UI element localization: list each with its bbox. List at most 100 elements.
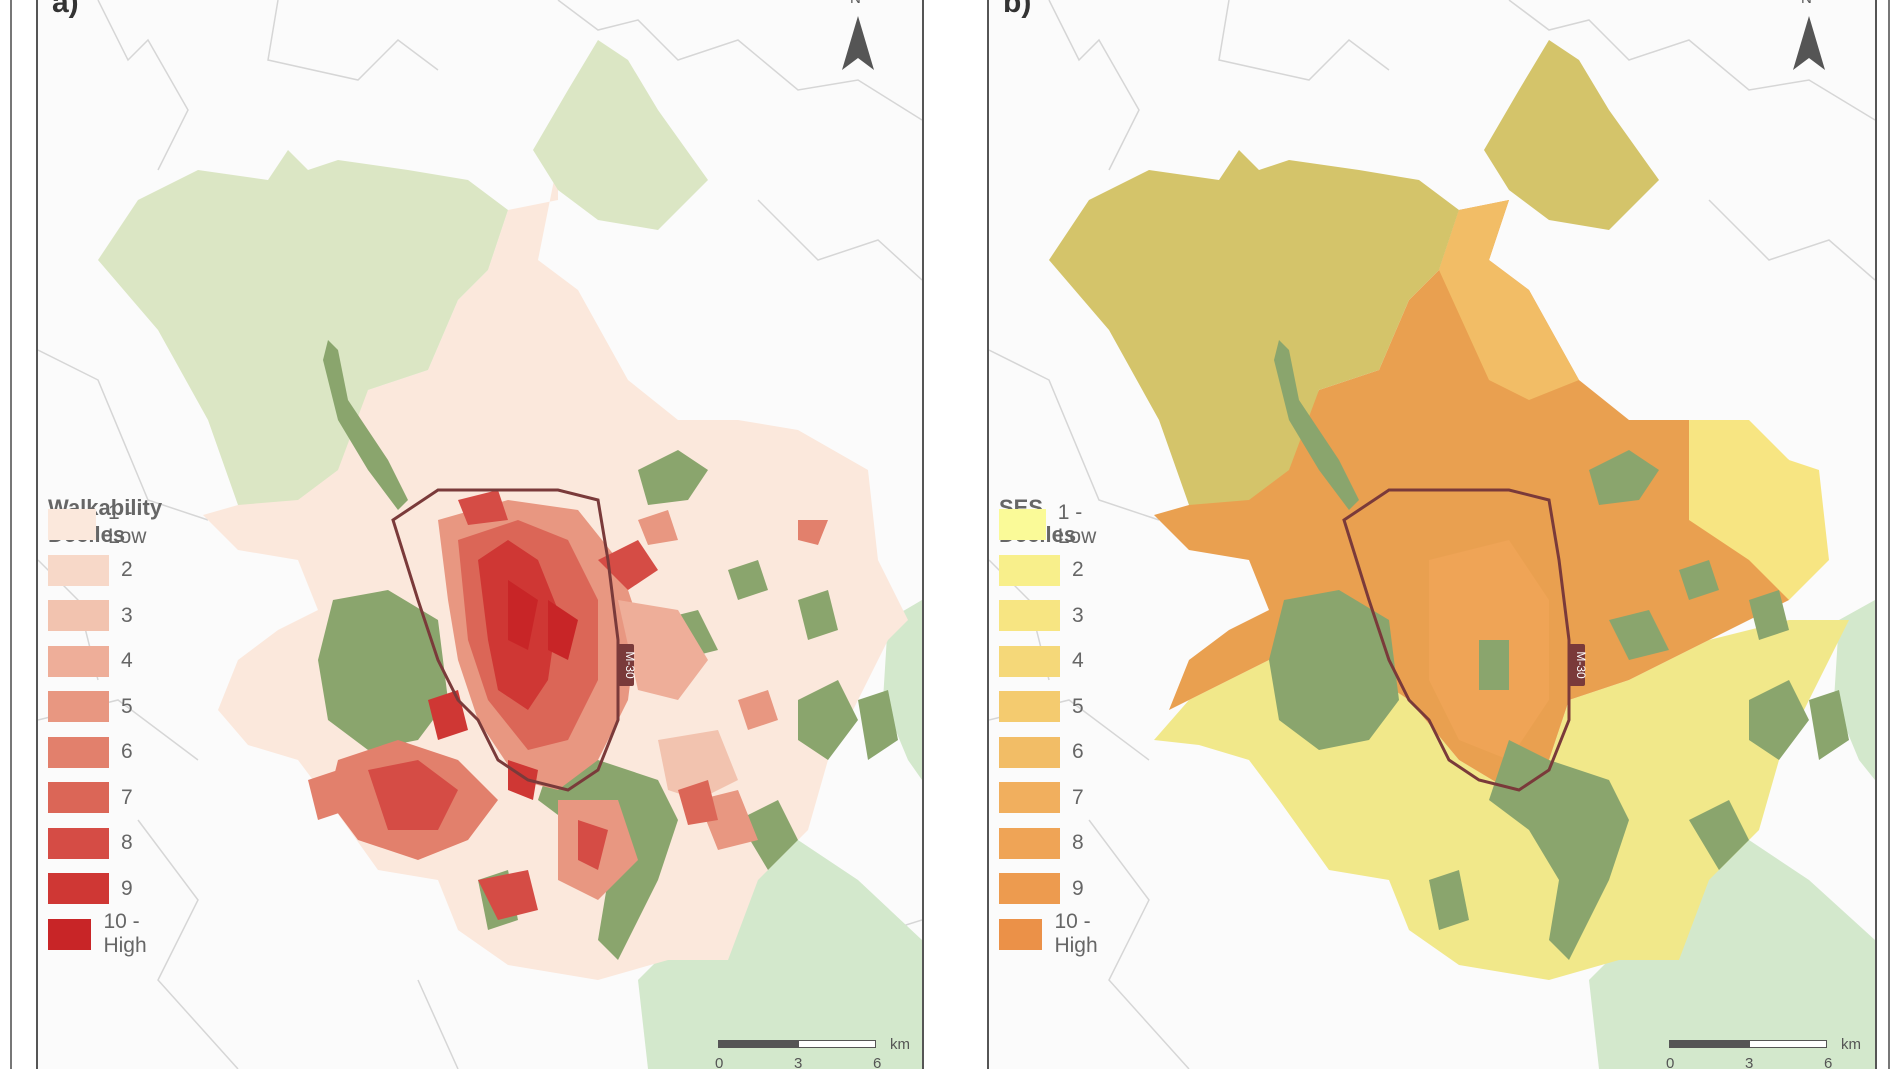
legend-item: 9: [999, 873, 1084, 904]
forest-east: [883, 600, 922, 780]
scale-bar: 0 3 6 km: [1666, 1036, 1861, 1069]
legend-item: 10 - High: [999, 910, 1115, 957]
legend-swatch: [48, 645, 109, 677]
scale-tick: 0: [715, 1055, 724, 1069]
legend-label: 5: [1072, 694, 1084, 718]
forest-south: [638, 840, 922, 1069]
legend-swatch: [48, 736, 109, 768]
panel-letter: b): [1003, 0, 1032, 19]
legend-item: 4: [48, 645, 133, 677]
ses-north: [1049, 150, 1459, 505]
map-panel-a: M-30 a) N Walkability Deciles 1 - Low234…: [36, 0, 924, 1069]
legend-item: 10 - High: [48, 910, 164, 957]
legend-label: 10 - High: [1054, 910, 1098, 957]
green-spaces: [1269, 340, 1849, 960]
legend-item: 8: [48, 827, 133, 859]
legend-swatch: [999, 873, 1060, 904]
legend-swatch: [48, 873, 109, 904]
walkability-cells: [308, 490, 828, 920]
north-label: N: [1801, 0, 1812, 7]
legend-swatch: [999, 600, 1060, 631]
ses-east: [1689, 420, 1829, 600]
legend-label: 3: [121, 603, 133, 627]
monte-de-el-pardo: [98, 150, 508, 505]
legend-swatch: [999, 691, 1060, 722]
m30-label-box: [1569, 644, 1585, 686]
ses-north-strip: [1439, 200, 1579, 400]
scale-tick: 6: [873, 1055, 882, 1069]
legend-label: 7: [121, 785, 133, 809]
scale-tick: 0: [1666, 1055, 1675, 1069]
legend-label: 9: [121, 876, 133, 900]
map-panel-b: M-30 b) N SES Deciles 1 - Low2345678910 …: [987, 0, 1877, 1069]
legend-swatch: [999, 509, 1046, 540]
legend-label: 1 - Low: [107, 500, 147, 548]
north-arrow-icon: [1793, 16, 1825, 70]
legend-item: 1 - Low: [48, 501, 162, 548]
m30-label-box: [618, 644, 634, 686]
legend-item: 5: [999, 691, 1084, 722]
forest-east: [1834, 600, 1875, 780]
legend-item: 1 - Low: [999, 501, 1111, 548]
legend-swatch: [48, 918, 92, 950]
legend-swatch: [999, 782, 1060, 813]
m30-label: M-30: [623, 651, 637, 679]
legend-item: 2: [48, 554, 133, 586]
legend-item: 6: [999, 736, 1084, 768]
legend-item: 8: [999, 827, 1084, 859]
scale-bar-segment: [798, 1040, 876, 1048]
panel-letter: a): [52, 0, 79, 19]
legend-label: 8: [1072, 831, 1084, 854]
scale-unit: km: [890, 1036, 910, 1053]
forest-south: [1589, 840, 1875, 1069]
scale-tick: 6: [1824, 1055, 1833, 1069]
legend-label: 6: [121, 740, 133, 763]
legend-swatch: [999, 918, 1043, 950]
legend-label: 10 - High: [103, 910, 147, 957]
legend-label: 7: [1072, 785, 1084, 809]
legend-swatch: [48, 509, 96, 540]
scale-bar-segment: [718, 1040, 798, 1048]
legend-swatch: [999, 554, 1060, 586]
legend-swatch: [999, 645, 1060, 677]
map-a-canvas: M-30: [38, 0, 922, 1069]
m30-ring-road: [1342, 488, 1571, 792]
legend-item: 7: [999, 782, 1084, 813]
legend-label: 1 - Low: [1057, 500, 1097, 548]
legend-item: 3: [999, 600, 1084, 631]
legend-item: 4: [999, 645, 1084, 677]
legend-label: 9: [1072, 876, 1084, 900]
scale-bar-segment: [1669, 1040, 1749, 1048]
north-label: N: [850, 0, 861, 7]
legend-item: 6: [48, 736, 133, 768]
legend-swatch: [48, 827, 109, 859]
legend-swatch: [48, 600, 109, 631]
legend-label: 8: [121, 831, 133, 854]
m30-ring-road: [391, 488, 620, 792]
scale-unit: km: [1841, 1036, 1861, 1053]
legend-label: 4: [1072, 649, 1084, 672]
northeast-green: [533, 40, 708, 230]
legend-label: 3: [1072, 603, 1084, 627]
legend-label: 5: [121, 694, 133, 718]
scale-tick: 3: [1745, 1055, 1754, 1069]
legend-swatch: [48, 554, 109, 586]
scale-bar-segment: [1749, 1040, 1827, 1048]
scale-bar: 0 3 6 km: [715, 1036, 910, 1069]
scale-tick: 3: [794, 1055, 803, 1069]
legend-swatch: [48, 691, 109, 722]
legend-swatch: [48, 782, 109, 813]
legend-swatch: [999, 736, 1060, 768]
legend-label: 2: [1072, 558, 1084, 581]
legend-item: 9: [48, 873, 133, 904]
legend-item: 7: [48, 782, 133, 813]
map-b-canvas: M-30: [989, 0, 1875, 1069]
legend-label: 2: [121, 558, 133, 581]
legend-swatch: [999, 827, 1060, 859]
legend-item: 2: [999, 554, 1084, 586]
legend-item: 5: [48, 691, 133, 722]
legend-label: 6: [1072, 740, 1084, 763]
north-arrow-icon: [842, 16, 874, 70]
